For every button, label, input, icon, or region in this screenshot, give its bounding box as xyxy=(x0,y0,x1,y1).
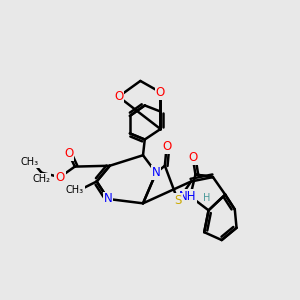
Text: CH₃: CH₃ xyxy=(21,157,39,167)
Text: O: O xyxy=(114,90,123,103)
Text: O: O xyxy=(156,86,165,99)
Text: N: N xyxy=(104,193,112,206)
Text: H: H xyxy=(203,193,210,203)
Text: O: O xyxy=(188,152,197,164)
Text: N: N xyxy=(152,166,161,179)
Text: CH₃: CH₃ xyxy=(66,185,84,195)
Text: NH: NH xyxy=(178,190,196,203)
Text: CH₂: CH₂ xyxy=(33,174,51,184)
Text: O: O xyxy=(55,171,64,184)
Text: O: O xyxy=(162,140,171,153)
Text: O: O xyxy=(64,147,73,160)
Text: S: S xyxy=(174,194,182,207)
